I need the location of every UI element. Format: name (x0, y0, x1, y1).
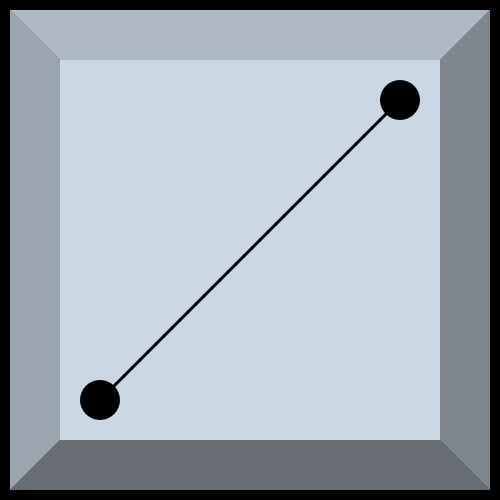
connecting-line (98, 98, 402, 402)
start-point[interactable] (80, 380, 120, 420)
bevel-right (440, 10, 490, 490)
bevel-left (10, 10, 60, 490)
end-point[interactable] (380, 80, 420, 120)
bevel-top (10, 10, 490, 60)
bevel-bottom (10, 440, 490, 490)
